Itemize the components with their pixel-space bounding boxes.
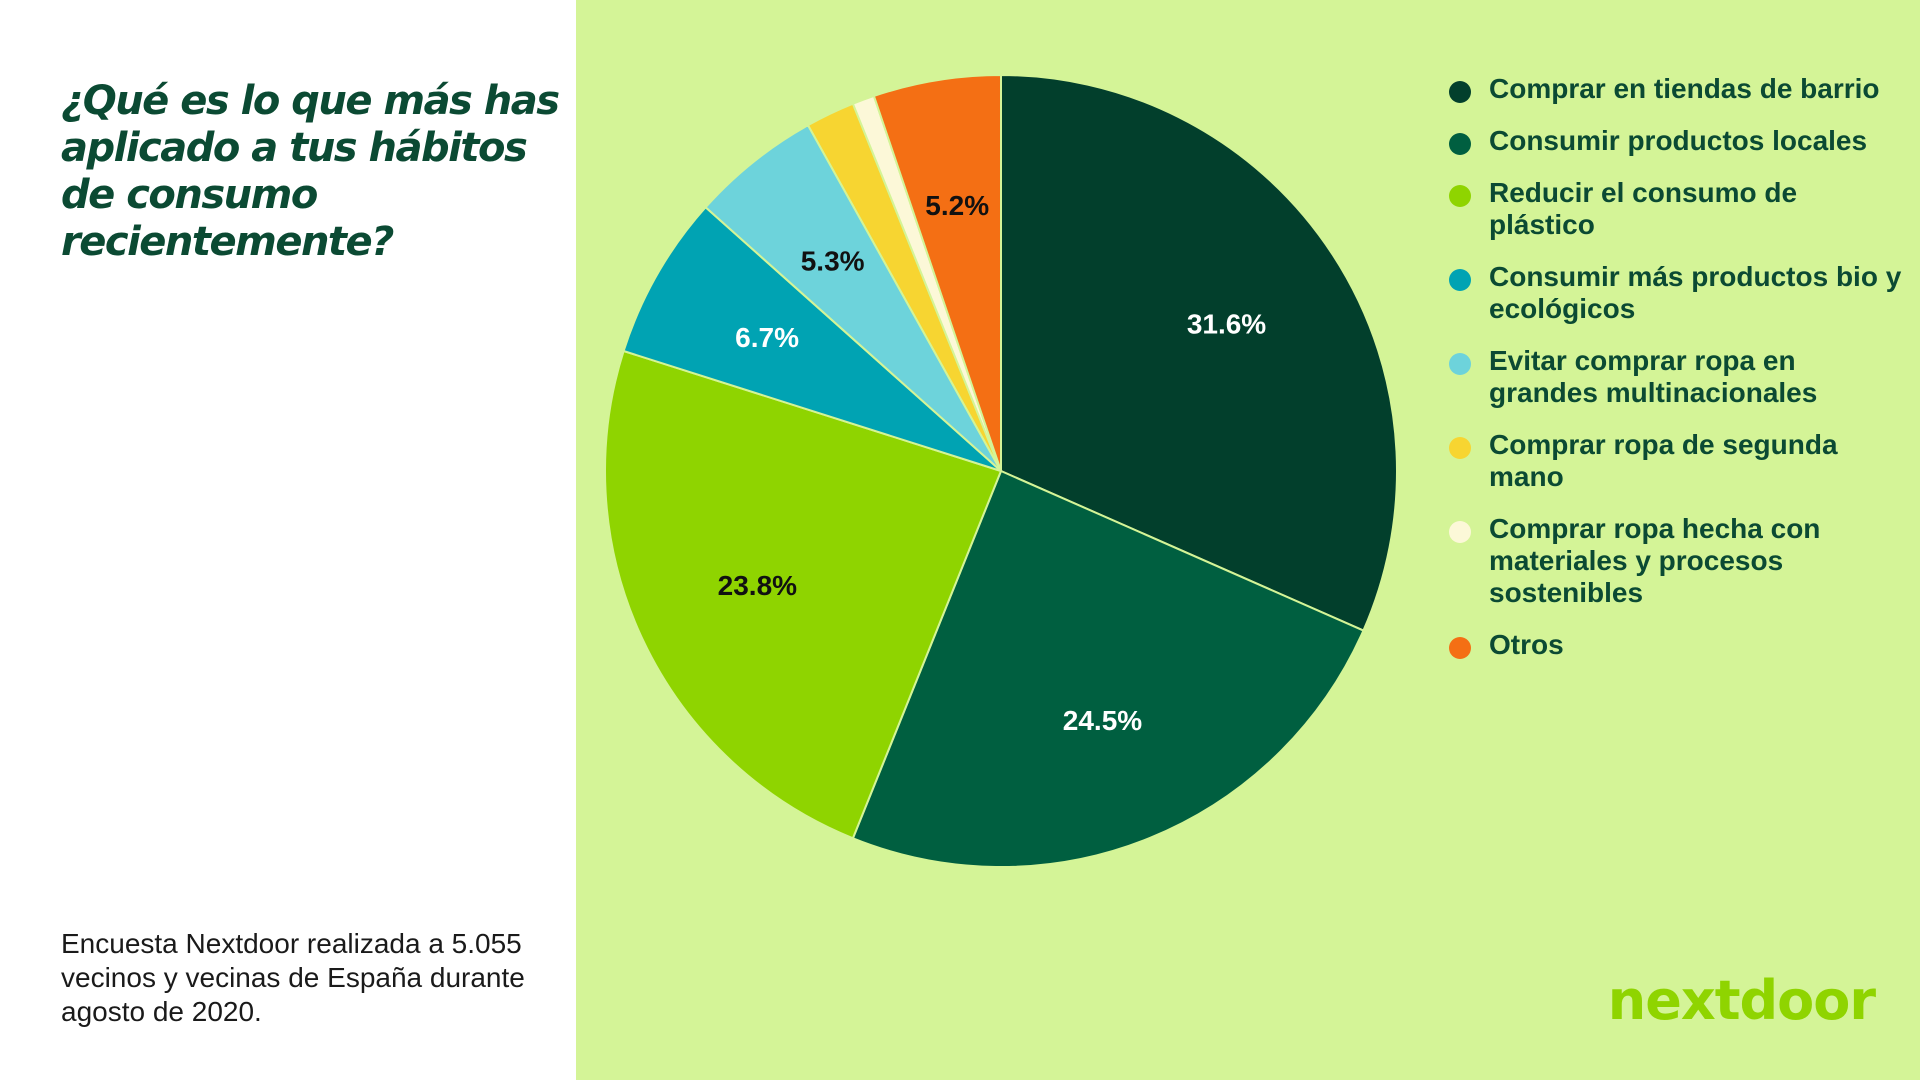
legend-label: Comprar ropa de segunda mano bbox=[1489, 429, 1838, 492]
legend-swatch bbox=[1449, 637, 1471, 659]
pie-slice bbox=[622, 205, 1002, 472]
legend-swatch bbox=[1449, 269, 1471, 291]
legend-item: Comprar ropa de segunda mano bbox=[1443, 429, 1903, 493]
legend-item: Comprar ropa hecha con materiales y proc… bbox=[1443, 513, 1903, 609]
page-title: ¿Qué es lo que más has aplicado a tus há… bbox=[61, 78, 560, 265]
slice-label: 23.8% bbox=[718, 570, 797, 601]
pie-slices bbox=[604, 73, 1399, 868]
pie-labels: 31.6% 24.5% 23.8% 6.7% 5.3% 5.2% bbox=[718, 190, 1267, 736]
legend-label: Otros bbox=[1489, 629, 1564, 660]
nextdoor-logo: nextdoor bbox=[1607, 969, 1876, 1032]
pie-slice bbox=[851, 469, 1365, 868]
legend-item: Consumir más productos bio y ecológicos bbox=[1443, 261, 1903, 325]
legend-swatch bbox=[1449, 437, 1471, 459]
left-panel: ¿Qué es lo que más has aplicado a tus há… bbox=[0, 0, 576, 1080]
legend-swatch bbox=[1449, 185, 1471, 207]
legend-item: Comprar en tiendas de barrio bbox=[1443, 73, 1903, 105]
legend-swatch bbox=[1449, 133, 1471, 155]
chart-legend: Comprar en tiendas de barrio Consumir pro… bbox=[1443, 73, 1903, 681]
legend-label: Evitar comprar ropa en grandes multinaci… bbox=[1489, 345, 1818, 408]
legend-swatch bbox=[1449, 81, 1471, 103]
slice-label: 5.3% bbox=[801, 245, 865, 276]
legend-label: Consumir productos locales bbox=[1489, 125, 1868, 156]
slice-label: 5.2% bbox=[925, 190, 989, 221]
slice-label: 6.7% bbox=[735, 322, 799, 353]
pie-slice bbox=[872, 73, 1002, 472]
legend-label: Comprar ropa hecha con materiales y proc… bbox=[1489, 513, 1821, 608]
legend-swatch bbox=[1449, 521, 1471, 543]
legend-item: Evitar comprar ropa en grandes multinaci… bbox=[1443, 345, 1903, 409]
pie-slice bbox=[1000, 73, 1399, 632]
legend-item: Reducir el consumo de plástico bbox=[1443, 177, 1903, 241]
legend-label: Consumir más productos bio y ecológicos bbox=[1489, 261, 1902, 324]
survey-note: Encuesta Nextdoor realizada a 5.055 veci… bbox=[61, 928, 525, 1027]
slice-label: 24.5% bbox=[1063, 705, 1142, 736]
legend-swatch bbox=[1449, 353, 1471, 375]
legend-label: Comprar en tiendas de barrio bbox=[1489, 73, 1880, 104]
slice-label: 31.6% bbox=[1187, 308, 1266, 339]
legend-label: Reducir el consumo de plástico bbox=[1489, 177, 1798, 240]
pie-slice bbox=[604, 349, 1003, 840]
legend-item: Otros bbox=[1443, 629, 1903, 661]
legend-item: Consumir productos locales bbox=[1443, 125, 1903, 157]
